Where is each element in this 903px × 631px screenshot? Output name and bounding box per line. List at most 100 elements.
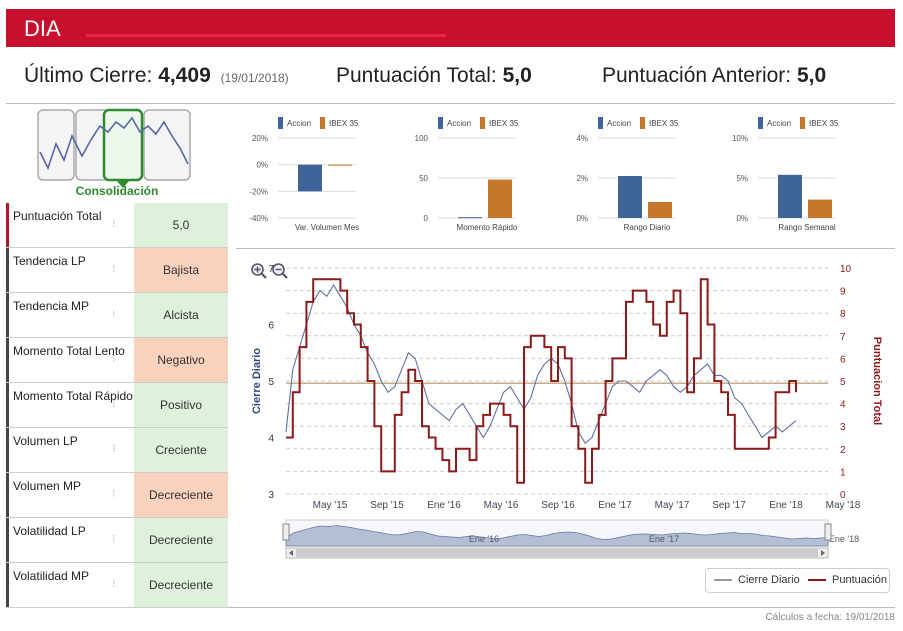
indicator-row: Puntuación Total ⁝ 5,0 bbox=[6, 203, 228, 248]
y-tick-label: 7 bbox=[268, 264, 274, 275]
indicator-row: Volatilidad LP ⁝ Decreciente bbox=[6, 518, 228, 563]
indicator-label: Tendencia MP bbox=[6, 293, 134, 337]
info-icon[interactable]: ⁝ bbox=[112, 263, 116, 275]
divider bbox=[236, 248, 895, 249]
mini-chart-volumen: Accion IBEX 35 20% 0% -20% -40% Var. Volumen M… bbox=[238, 112, 398, 234]
indicator-row: Momento Total Rápido ⁝ Positivo bbox=[6, 383, 228, 428]
mini-chart-svg: Accion IBEX 35 20% 0% -20% -40% Var. Volumen M… bbox=[249, 117, 359, 232]
legend-label: Accion bbox=[607, 119, 631, 128]
indicator-label: Momento Total Rápido bbox=[6, 383, 134, 427]
category-label: Var. Volumen Mes bbox=[295, 223, 359, 232]
y2-tick-label: 7 bbox=[840, 332, 846, 343]
mini-chart-rango-semanal: Accion IBEX 35 10% 5% 0% Rango Semanal bbox=[718, 112, 878, 234]
indicator-label: Volumen LP bbox=[6, 428, 134, 472]
indicator-value: Alcista bbox=[134, 293, 228, 337]
main-line-chart[interactable]: 0 1 2 3 4 5 6 7 8 9 10 3 4 5 6 7 Cierre Diario Puntuacion… bbox=[236, 250, 895, 600]
info-icon[interactable]: ⁝ bbox=[112, 578, 116, 590]
mini-chart-momento: Accion IBEX 35 100 50 0 Momento Rápido bbox=[398, 112, 558, 234]
scroll-left-icon[interactable] bbox=[289, 550, 293, 556]
legend-item-score[interactable]: Puntuación bbox=[808, 574, 887, 586]
x-tick-label: Sep '15 bbox=[370, 500, 404, 511]
calc-date-note: Cálculos a fecha: 19/01/2018 bbox=[765, 612, 895, 623]
previous-score-label: Puntuación Anterior: bbox=[602, 64, 792, 87]
y-tick-label: 5% bbox=[736, 174, 748, 183]
legend-swatch-ibex bbox=[800, 117, 805, 129]
header-stripe bbox=[86, 34, 446, 37]
info-icon[interactable]: ⁝ bbox=[112, 308, 116, 320]
bar-accion[interactable] bbox=[778, 174, 802, 218]
y-tick-label: 4% bbox=[576, 134, 588, 143]
y-tick-label: 0% bbox=[576, 214, 588, 223]
legend-item-close[interactable]: Cierre Diario bbox=[714, 574, 800, 586]
legend-swatch-accion bbox=[278, 117, 283, 129]
legend-swatch bbox=[808, 579, 826, 582]
x-tick-label: May '17 bbox=[655, 500, 690, 511]
indicator-label: Volatilidad MP bbox=[6, 563, 134, 607]
info-icon[interactable]: ⁝ bbox=[112, 353, 116, 365]
legend-close-label: Cierre Diario bbox=[738, 574, 800, 586]
y-tick-label: 0% bbox=[736, 214, 748, 223]
trend-label: Consolidación bbox=[75, 184, 159, 198]
y2-tick-label: 3 bbox=[840, 422, 846, 433]
last-close-label: Último Cierre: bbox=[24, 64, 153, 87]
bar-accion[interactable] bbox=[618, 176, 642, 218]
legend-swatch-ibex bbox=[320, 117, 325, 129]
scroll-right-icon[interactable] bbox=[821, 550, 825, 556]
legend-swatch-ibex bbox=[640, 117, 645, 129]
y2-tick-label: 1 bbox=[840, 467, 846, 478]
indicator-label: Momento Total Lento bbox=[6, 338, 134, 382]
navigator-label: Ene '16 bbox=[469, 534, 499, 544]
summary-line: Último Cierre: 4,409 (19/01/2018) Puntua… bbox=[0, 60, 903, 94]
y-tick-label: -40% bbox=[249, 214, 268, 223]
info-icon[interactable]: ⁝ bbox=[112, 218, 116, 230]
x-tick-label: May '16 bbox=[484, 500, 519, 511]
mini-chart-rango-diario: Accion IBEX 35 4% 2% 0% Rango Diario bbox=[558, 112, 718, 234]
y-tick-label: 20% bbox=[252, 134, 268, 143]
indicator-row: Tendencia MP ⁝ Alcista bbox=[6, 293, 228, 338]
mini-chart-svg: Accion IBEX 35 4% 2% 0% Rango Diario bbox=[576, 117, 679, 232]
zoom-out-icon[interactable] bbox=[271, 262, 289, 280]
y-tick-label: 0 bbox=[424, 214, 429, 223]
series-line-cierre[interactable] bbox=[285, 283, 797, 445]
info-icon[interactable]: ⁝ bbox=[112, 398, 116, 410]
legend-swatch-accion bbox=[598, 117, 603, 129]
previous-score: Puntuación Anterior: 5,0 bbox=[602, 64, 826, 88]
y2-tick-label: 9 bbox=[840, 287, 846, 298]
bar-ibex[interactable] bbox=[808, 199, 832, 218]
navigator-handle-right[interactable] bbox=[824, 523, 832, 541]
x-tick-label: May '18 bbox=[826, 500, 861, 511]
x-tick-label: Sep '16 bbox=[541, 500, 575, 511]
last-close-value: 4,409 bbox=[158, 64, 211, 87]
indicator-value: Negativo bbox=[134, 338, 228, 382]
divider bbox=[6, 607, 895, 608]
legend-label: IBEX 35 bbox=[649, 119, 679, 128]
series-line-puntuacion[interactable] bbox=[286, 278, 797, 484]
bar-ibex[interactable] bbox=[648, 202, 672, 218]
bar-accion[interactable] bbox=[458, 217, 482, 219]
bar-ibex[interactable] bbox=[488, 179, 512, 218]
indicator-value: 5,0 bbox=[134, 203, 228, 247]
scrollbar-thumb[interactable] bbox=[296, 549, 818, 557]
y2-tick-label: 6 bbox=[840, 354, 846, 365]
y-tick-label: 50 bbox=[419, 174, 428, 183]
y2-tick-label: 8 bbox=[840, 309, 846, 320]
y-tick-label: 10% bbox=[732, 134, 748, 143]
y-tick-label: 3 bbox=[268, 490, 274, 501]
indicator-value: Decreciente bbox=[134, 518, 228, 562]
legend-label: Accion bbox=[287, 119, 311, 128]
zoom-in-icon[interactable] bbox=[250, 262, 268, 280]
bar-accion[interactable] bbox=[298, 164, 322, 192]
navigator-handle-left[interactable] bbox=[282, 523, 290, 541]
category-label: Rango Diario bbox=[624, 223, 671, 232]
info-icon[interactable]: ⁝ bbox=[112, 488, 116, 500]
total-score: Puntuación Total: 5,0 bbox=[336, 64, 532, 88]
indicator-row: Momento Total Lento ⁝ Negativo bbox=[6, 338, 228, 383]
bar-ibex[interactable] bbox=[328, 164, 352, 166]
category-label: Rango Semanal bbox=[778, 223, 836, 232]
y2-tick-label: 2 bbox=[840, 445, 846, 456]
y-tick-label: 0% bbox=[256, 161, 268, 170]
info-icon[interactable]: ⁝ bbox=[112, 533, 116, 545]
mini-chart-svg: Accion IBEX 35 10% 5% 0% Rango Semanal bbox=[732, 117, 839, 232]
navigator-area bbox=[285, 525, 829, 547]
info-icon[interactable]: ⁝ bbox=[112, 443, 116, 455]
